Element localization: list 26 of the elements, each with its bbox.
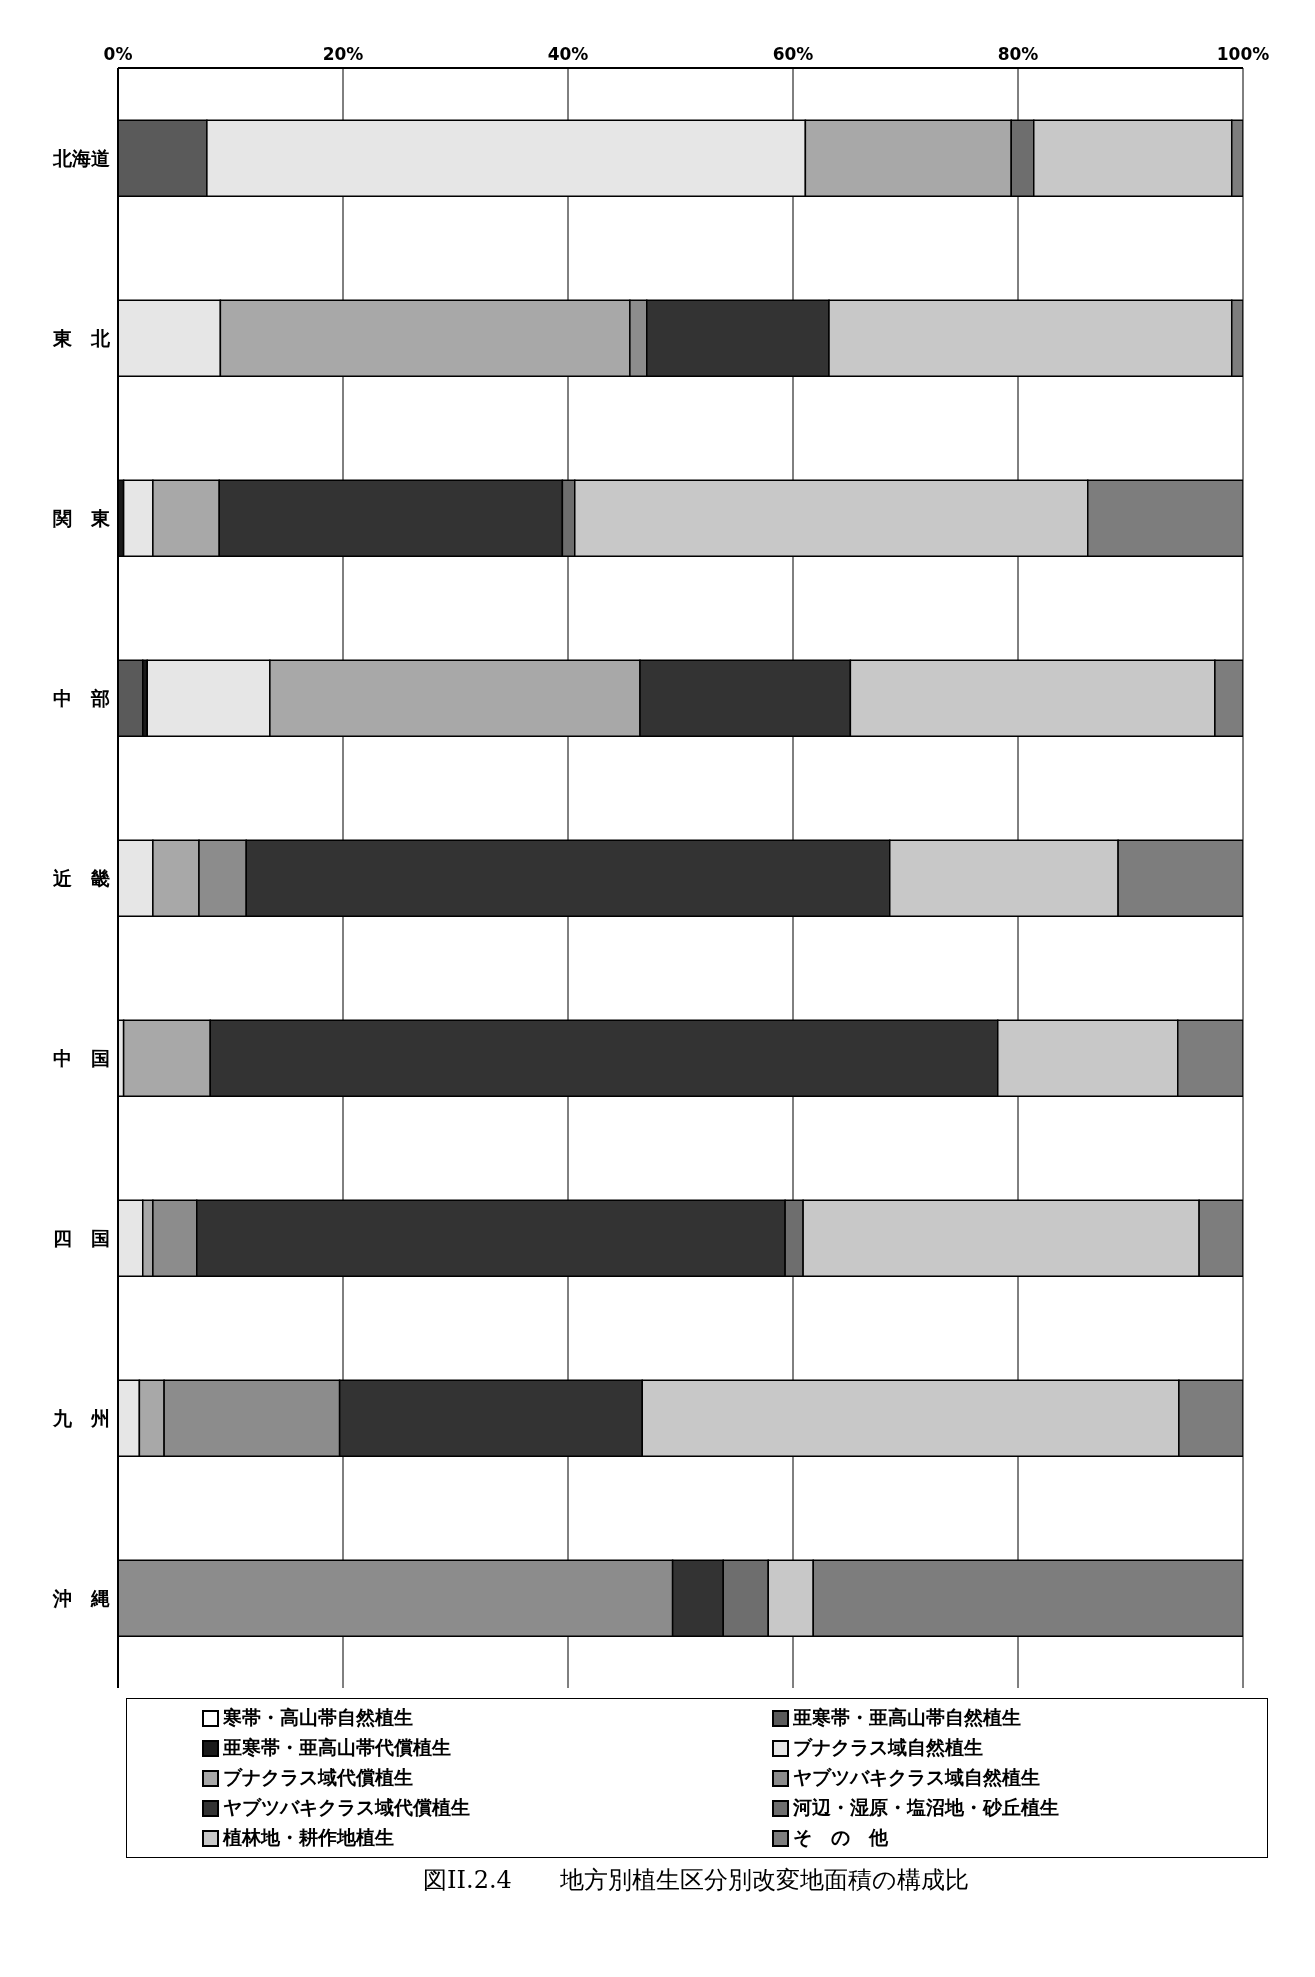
legend-label: 亜寒帯・亜高山帯代償植生: [223, 1735, 451, 1760]
x-tick-label: 100%: [1216, 44, 1270, 64]
y-tick-label: 沖 縄: [52, 1586, 110, 1609]
y-tick-label: 関 東: [53, 506, 111, 529]
x-tick-label: 60%: [772, 44, 814, 64]
y-tick-label: 中 部: [53, 686, 110, 709]
legend-label: ヤブツバキクラス域代償植生: [223, 1795, 470, 1820]
y-tick-label: 九 州: [52, 1406, 110, 1429]
y-tick-label: 中 国: [53, 1046, 110, 1069]
x-tick-label: 80%: [997, 44, 1039, 64]
y-tick-label: 近 畿: [52, 866, 110, 889]
legend-label: 亜寒帯・亜高山帯自然植生: [793, 1705, 1021, 1730]
legend-label: ヤブツバキクラス域自然植生: [793, 1765, 1040, 1790]
legend-label: そ の 他: [793, 1825, 888, 1850]
y-tick-label: 四 国: [53, 1226, 110, 1249]
legend-label: ブナクラス域自然植生: [793, 1735, 983, 1760]
text: 図II.2.4 地方別植生区分別改変地面積の構成比: [422, 1865, 970, 1896]
y-tick-label: 東 北: [52, 326, 111, 349]
legend-label: 寒帯・高山帯自然植生: [223, 1705, 413, 1730]
legend-label: ブナクラス域代償植生: [223, 1765, 413, 1790]
y-tick-label: 北海道: [52, 146, 110, 169]
x-tick-label: 20%: [322, 44, 364, 64]
x-tick-label: 0%: [103, 44, 133, 64]
legend-label: 河辺・湿原・塩沼地・砂丘植生: [793, 1795, 1059, 1820]
x-tick-label: 40%: [547, 44, 589, 64]
legend-label: 植林地・耕作地植生: [223, 1825, 394, 1850]
